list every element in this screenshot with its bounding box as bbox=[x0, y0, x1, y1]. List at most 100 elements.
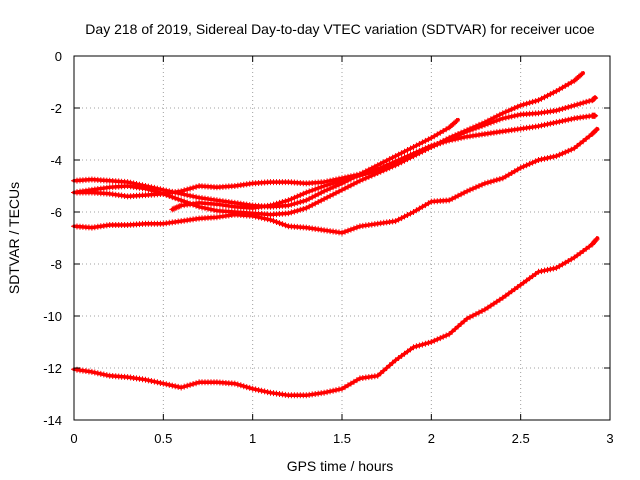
data-point-marker bbox=[556, 118, 563, 125]
data-point-marker bbox=[300, 206, 307, 212]
data-point-marker bbox=[193, 183, 200, 190]
data-point-marker bbox=[437, 335, 444, 342]
data-point-marker bbox=[312, 186, 319, 193]
data-point-marker bbox=[100, 371, 107, 378]
data-point-marker bbox=[383, 365, 390, 371]
data-point-marker bbox=[255, 214, 262, 221]
data-point-marker bbox=[190, 193, 197, 200]
data-point-marker bbox=[568, 103, 575, 110]
data-point-marker bbox=[502, 108, 509, 115]
data-point-marker bbox=[568, 146, 575, 153]
data-point-marker bbox=[476, 124, 482, 131]
data-point-marker bbox=[353, 171, 360, 178]
data-point-marker bbox=[291, 200, 298, 207]
data-point-marker bbox=[103, 372, 110, 379]
data-point-marker bbox=[249, 212, 256, 219]
data-point-marker bbox=[151, 378, 158, 385]
data-point-marker bbox=[511, 105, 518, 111]
data-point-marker bbox=[291, 194, 298, 201]
data-point-marker bbox=[303, 189, 310, 196]
data-point-marker bbox=[514, 112, 521, 119]
data-point-marker bbox=[175, 383, 182, 390]
data-point-marker bbox=[300, 198, 307, 205]
data-point-marker bbox=[234, 381, 241, 388]
data-point-marker bbox=[288, 196, 295, 202]
data-point-marker bbox=[294, 193, 301, 200]
data-point-marker bbox=[508, 113, 515, 120]
data-point-marker bbox=[267, 216, 274, 223]
x-axis-title: GPS time / hours bbox=[287, 458, 394, 474]
data-point-marker bbox=[413, 343, 420, 350]
data-point-marker bbox=[309, 187, 316, 194]
data-point-marker bbox=[276, 199, 283, 206]
data-point-marker bbox=[416, 147, 423, 154]
data-point-marker bbox=[347, 226, 354, 233]
data-point-marker bbox=[446, 331, 453, 338]
data-point-marker bbox=[464, 128, 471, 135]
data-point-marker bbox=[175, 196, 182, 203]
data-point-marker bbox=[449, 328, 456, 335]
data-point-marker bbox=[282, 222, 289, 229]
data-point-marker bbox=[279, 199, 286, 205]
data-point-marker bbox=[443, 332, 450, 339]
data-point-marker bbox=[538, 268, 545, 275]
data-point-marker bbox=[532, 158, 539, 165]
data-point-marker bbox=[565, 147, 572, 154]
data-point-marker bbox=[142, 185, 149, 192]
data-point-marker bbox=[374, 166, 381, 173]
data-point-marker bbox=[333, 176, 339, 183]
data-point-marker bbox=[300, 190, 307, 197]
data-point-marker bbox=[419, 341, 426, 348]
x-tick-label: 1 bbox=[249, 431, 256, 446]
data-point-marker bbox=[593, 126, 600, 133]
data-point-marker bbox=[493, 117, 500, 124]
data-point-marker bbox=[88, 368, 95, 375]
data-point-marker bbox=[511, 112, 518, 119]
data-point-marker bbox=[380, 163, 387, 170]
data-point-marker bbox=[324, 178, 331, 185]
data-point-marker bbox=[470, 185, 476, 192]
data-point-marker bbox=[499, 115, 506, 122]
data-point-marker bbox=[455, 135, 462, 142]
data-point-marker bbox=[178, 384, 185, 391]
y-tick-label: -6 bbox=[50, 205, 62, 220]
data-point-marker bbox=[237, 382, 244, 389]
data-point-marker bbox=[163, 381, 170, 388]
data-point-marker bbox=[342, 228, 348, 235]
data-point-marker bbox=[97, 370, 104, 377]
data-point-marker bbox=[487, 119, 494, 126]
data-point-marker bbox=[285, 210, 292, 217]
data-point-marker bbox=[386, 362, 393, 369]
data-point-marker bbox=[529, 98, 536, 105]
data-point-marker bbox=[535, 157, 542, 163]
data-point-marker bbox=[574, 101, 581, 108]
data-point-marker bbox=[544, 121, 551, 128]
data-point-marker bbox=[306, 188, 313, 195]
data-point-marker bbox=[508, 106, 515, 113]
data-point-marker bbox=[294, 207, 301, 214]
data-point-marker bbox=[208, 206, 214, 213]
data-point-marker bbox=[321, 389, 328, 396]
data-point-marker bbox=[345, 227, 351, 234]
series-sat-c bbox=[169, 95, 599, 213]
data-point-marker bbox=[547, 266, 554, 273]
data-point-marker bbox=[374, 372, 381, 379]
data-point-marker bbox=[541, 121, 548, 128]
x-tick-label: 3 bbox=[606, 431, 613, 446]
data-point-marker bbox=[190, 184, 197, 191]
data-point-marker bbox=[252, 213, 259, 220]
data-point-marker bbox=[389, 159, 396, 166]
data-point-marker bbox=[270, 201, 277, 208]
data-point-marker bbox=[264, 216, 271, 223]
data-point-marker bbox=[336, 175, 342, 182]
data-point-marker bbox=[455, 323, 462, 330]
data-point-marker bbox=[520, 101, 527, 108]
data-point-marker bbox=[288, 201, 295, 208]
data-point-marker bbox=[184, 186, 191, 193]
data-point-marker bbox=[452, 119, 459, 126]
data-point-marker bbox=[593, 236, 600, 243]
data-point-marker bbox=[398, 155, 405, 162]
data-point-marker bbox=[425, 144, 432, 150]
data-point-marker bbox=[538, 156, 545, 163]
data-point-marker bbox=[562, 105, 569, 111]
